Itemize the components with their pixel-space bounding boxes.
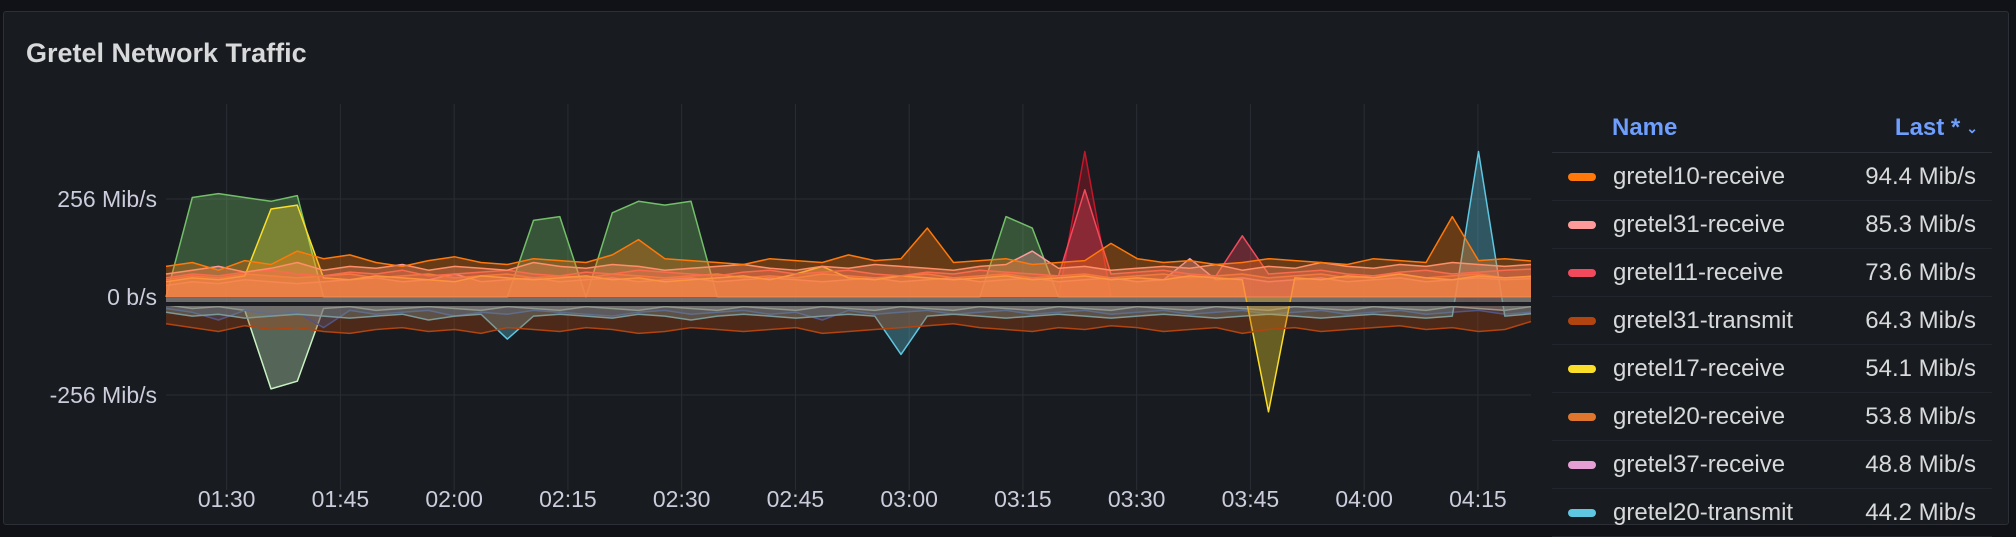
series-color-swatch [1568, 172, 1596, 181]
series-line [165, 307, 1532, 329]
series-color-swatch [1568, 316, 1596, 325]
legend-item-last-value: 44.2 Mib/s [1865, 498, 1976, 526]
legend-item-last-value: 73.6 Mib/s [1865, 258, 1976, 286]
legend-item-name: gretel11-receive [1613, 258, 1784, 286]
x-tick-label: 02:45 [767, 486, 825, 512]
series-line [165, 320, 1532, 335]
series-line [165, 303, 1532, 390]
legend-item-last-value: 48.8 Mib/s [1865, 450, 1976, 478]
legend-item[interactable]: gretel31-receive 85.3 Mib/s [1552, 201, 1992, 249]
legend-rows: gretel10-receive 94.4 Mib/s gretel31-recei… [1552, 153, 1992, 537]
legend-item-name: gretel37-receive [1613, 450, 1786, 478]
legend-item-last-value: 53.8 Mib/s [1865, 402, 1976, 430]
legend-item-name: gretel20-receive [1613, 402, 1786, 430]
legend-item-last-value: 64.3 Mib/s [1865, 306, 1976, 334]
x-tick-label: 03:30 [1108, 486, 1166, 512]
legend-table: Name Last * ⌄ gretel10-receive 94.4 Mib/s… [1552, 104, 1992, 537]
legend-header-name[interactable]: Name [1612, 114, 1678, 141]
panel-title: Gretel Network Traffic [26, 38, 307, 68]
y-tick-label: -256 Mib/s [50, 382, 157, 408]
legend-item-last-value: 54.1 Mib/s [1865, 354, 1976, 382]
series-area [166, 205, 1531, 412]
series-line [165, 204, 1532, 413]
legend-item[interactable]: gretel37-receive 48.8 Mib/s [1552, 441, 1992, 489]
series-color-swatch [1568, 508, 1596, 517]
series-line [165, 189, 1532, 279]
y-tick-label: 0 b/s [107, 284, 157, 310]
series-color-swatch [1568, 268, 1596, 277]
series-line [165, 150, 1532, 356]
series-color-swatch [1568, 460, 1596, 469]
chevron-down-icon: ⌄ [1966, 119, 1978, 136]
x-tick-label: 04:00 [1335, 486, 1393, 512]
x-tick-label: 01:30 [198, 486, 256, 512]
x-tick-label: 03:00 [880, 486, 938, 512]
traffic-panel: Gretel Network Traffic 256 Mib/s 0 b/s -25… [3, 11, 2009, 537]
x-tick-label: 04:15 [1449, 486, 1507, 512]
series-area [166, 189, 1531, 297]
legend-item[interactable]: gretel20-receive 53.8 Mib/s [1552, 393, 1992, 441]
series-line [165, 215, 1532, 271]
legend-item[interactable]: gretel10-receive 94.4 Mib/s [1552, 153, 1992, 201]
x-tick-label: 02:30 [653, 486, 711, 512]
legend-item-last-value: 94.4 Mib/s [1865, 162, 1976, 190]
series-area [166, 251, 1531, 297]
legend-item-name: gretel20-transmit [1613, 498, 1794, 526]
legend-item[interactable]: gretel31-transmit 64.3 Mib/s [1552, 297, 1992, 345]
series-line [165, 192, 1531, 298]
series-area [166, 193, 1531, 297]
series-area [166, 297, 1531, 334]
series-color-swatch [1568, 412, 1596, 421]
legend-item-name: gretel17-receive [1613, 354, 1786, 382]
legend-header-last-sort[interactable]: Last * ⌄ [1895, 114, 1978, 142]
legend-item-last-value: 85.3 Mib/s [1865, 210, 1976, 238]
legend-item[interactable]: gretel20-transmit 44.2 Mib/s [1552, 489, 1992, 537]
series-area [166, 274, 1531, 297]
x-tick-label: 02:15 [539, 486, 597, 512]
x-tick-label: 03:45 [1222, 486, 1280, 512]
series-area [166, 216, 1531, 297]
x-tick-label: 03:15 [994, 486, 1052, 512]
legend-item[interactable]: gretel11-receive 73.6 Mib/s [1552, 249, 1992, 297]
series-color-swatch [1568, 364, 1596, 373]
x-tick-label: 02:00 [425, 486, 483, 512]
legend-header: Name Last * ⌄ [1552, 104, 1992, 153]
time-series-chart[interactable]: 256 Mib/s 0 b/s -256 Mib/s 01:30 01:45 02:00 0… [4, 12, 1544, 526]
series-color-swatch [1568, 220, 1596, 229]
legend-item-name: gretel31-receive [1613, 210, 1786, 238]
y-tick-label: 256 Mib/s [57, 186, 157, 212]
legend-item-name: gretel10-receive [1613, 162, 1786, 190]
legend-item-name: gretel31-transmit [1613, 306, 1794, 334]
series-area [166, 297, 1531, 389]
x-tick-label: 01:45 [312, 486, 370, 512]
legend-header-last-label: Last * [1894, 114, 1961, 141]
legend-item[interactable]: gretel17-receive 54.1 Mib/s [1552, 345, 1992, 393]
